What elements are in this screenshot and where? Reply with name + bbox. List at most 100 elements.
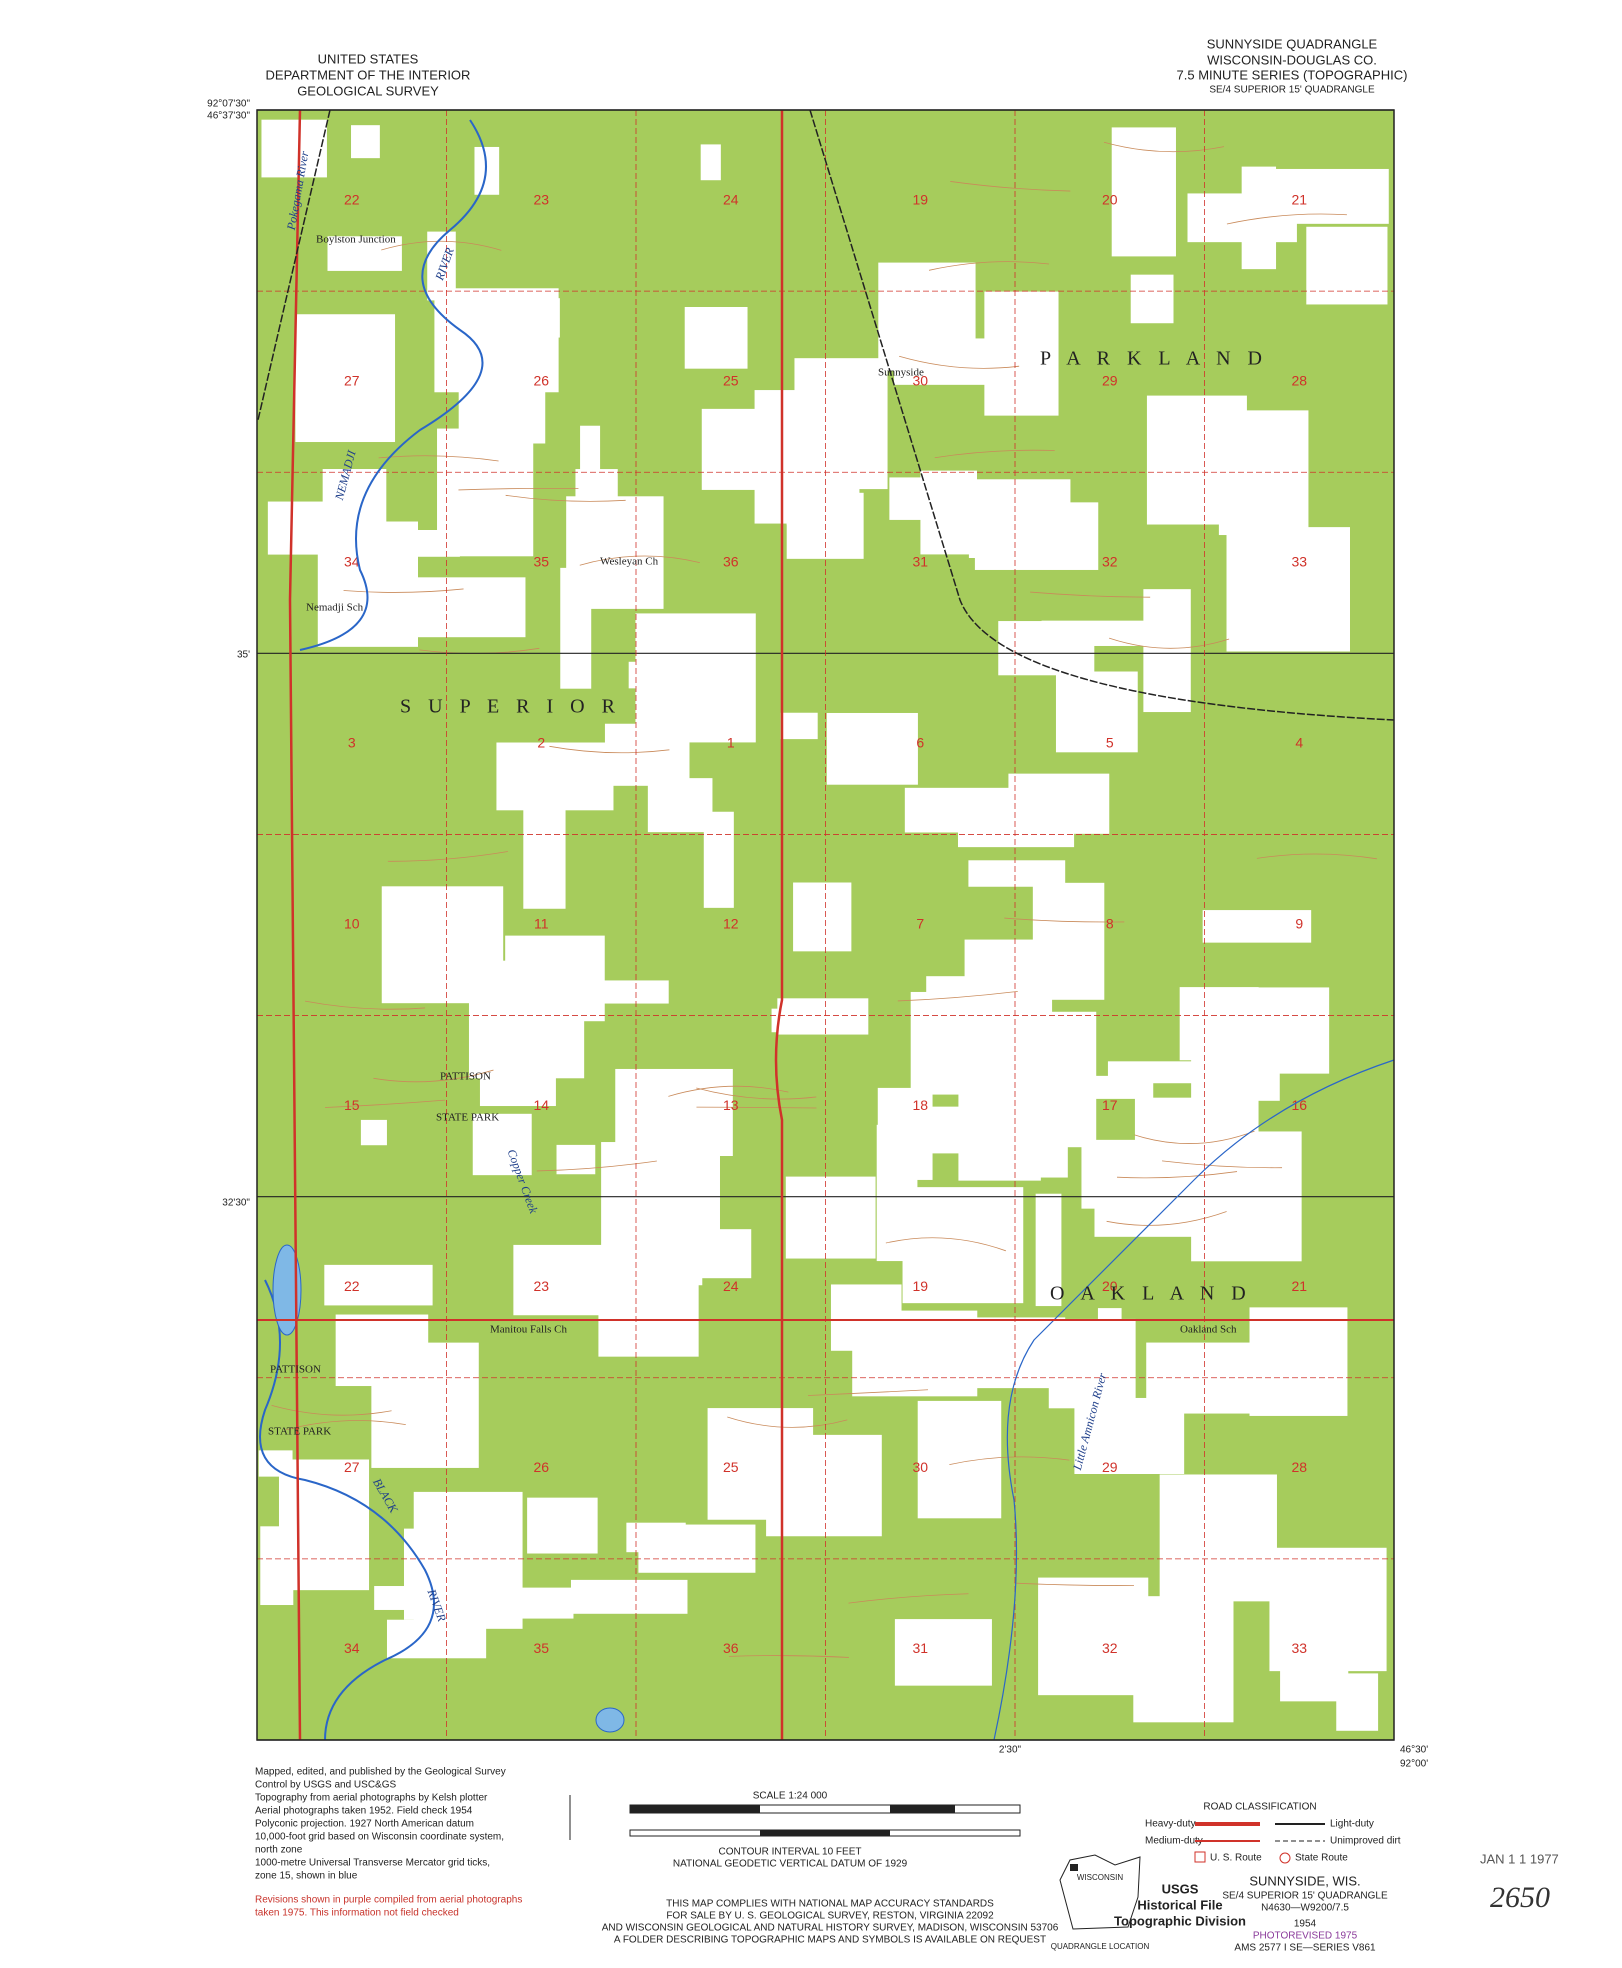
section-number: 30 [912, 1459, 928, 1475]
clearing [739, 426, 774, 471]
stamp-text: Topographic Division [1114, 1913, 1246, 1928]
contour [949, 1456, 1070, 1466]
contour [1109, 637, 1230, 649]
clearing [968, 860, 1066, 887]
scale-bar [630, 1805, 760, 1813]
clearing [626, 1522, 686, 1553]
section-number: 6 [916, 735, 924, 751]
clearing [278, 1459, 370, 1591]
clearing [1226, 527, 1350, 652]
contour [1134, 1130, 1255, 1144]
neatline [256, 109, 1395, 1741]
section-number: 19 [912, 1278, 928, 1294]
clearing [889, 477, 953, 520]
edge-label: 32'30" [222, 1198, 250, 1209]
clearing [894, 1619, 992, 1686]
section-number: 15 [344, 1097, 360, 1113]
section-number: 11 [534, 916, 549, 932]
clearing [1201, 1098, 1259, 1195]
clearing [599, 1249, 703, 1286]
section-number: 33 [1291, 1640, 1307, 1656]
sales-note: A FOLDER DESCRIBING TOPOGRAPHIC MAPS AND… [614, 1935, 1046, 1946]
legend-label: Medium-duty [1145, 1836, 1203, 1847]
clearing [261, 119, 327, 178]
section-number: 22 [344, 191, 360, 207]
section-number: 23 [533, 1278, 549, 1294]
legend-title: ROAD CLASSIFICATION [1203, 1802, 1316, 1813]
place-label: Oakland Sch [1180, 1324, 1237, 1336]
clearing [601, 1142, 720, 1261]
sales-note: FOR SALE BY U. S. GEOLOGICAL SURVEY, RES… [666, 1911, 994, 1922]
clearing [327, 236, 402, 271]
corner-label: 92°00' [1400, 1759, 1428, 1770]
section-number: 23 [533, 191, 549, 207]
section-number: 12 [723, 916, 739, 932]
section-number: 1 [727, 735, 735, 751]
clearing [700, 144, 721, 181]
section-number: 3 [348, 735, 356, 751]
section-number: 20 [1102, 191, 1118, 207]
township-label: S U P E R I O R [400, 696, 621, 718]
section-number: 7 [916, 916, 924, 932]
credit-line: zone 15, shown in blue [255, 1871, 358, 1882]
contour [1030, 591, 1151, 598]
credit-line: Mapped, edited, and published by the Geo… [255, 1767, 506, 1778]
clearing [472, 1113, 532, 1176]
section-number: 22 [344, 1278, 360, 1294]
clearing [991, 1011, 1097, 1148]
contour [1013, 1582, 1134, 1586]
clearing [1306, 226, 1388, 305]
clearing [1038, 1577, 1149, 1696]
clearing [1035, 1193, 1062, 1307]
river [299, 119, 487, 651]
section-number: 10 [344, 916, 360, 932]
section-number: 36 [723, 1640, 739, 1656]
contour [934, 449, 1055, 459]
section-number: 34 [344, 553, 360, 569]
lake [272, 1244, 302, 1336]
clearing [523, 807, 566, 909]
contour [305, 1000, 426, 1010]
header-text: DEPARTMENT OF THE INTERIOR [266, 67, 471, 82]
clearing [1055, 671, 1138, 753]
section-number: 35 [533, 1640, 549, 1656]
quad-locator [1070, 1864, 1078, 1871]
section-number: 33 [1291, 553, 1307, 569]
contour [1106, 1211, 1227, 1226]
contour [324, 1099, 446, 1108]
location-label: WISCONSIN [1077, 1873, 1123, 1882]
contour [1004, 917, 1125, 923]
contour [1256, 853, 1377, 860]
clearing [360, 1119, 387, 1146]
clearing [647, 778, 713, 833]
sheet-info: 1954 [1294, 1919, 1317, 1930]
township-label: P A R K L A N D [1040, 348, 1268, 370]
contour [343, 588, 464, 593]
clearing [968, 479, 1071, 559]
section-number: 13 [723, 1097, 739, 1113]
contour [373, 1069, 494, 1083]
clearing [684, 306, 748, 369]
contour [536, 1160, 657, 1172]
header-text: GEOLOGICAL SURVEY [297, 83, 439, 98]
clearing [998, 621, 1095, 676]
credit-line: Aerial photographs taken 1952. Field che… [255, 1806, 473, 1817]
place-label: STATE PARK [268, 1426, 331, 1438]
clearing [1074, 1397, 1185, 1474]
clearing [386, 1619, 487, 1659]
township-label: O A K L A N D [1050, 1283, 1252, 1305]
sheet-info: SE/4 SUPERIOR 15' QUADRANGLE [1222, 1891, 1388, 1902]
clearing [505, 935, 605, 1022]
scale-block: SCALE 1:24 000 [569, 1791, 1021, 1840]
clearing [295, 314, 396, 443]
clearing [1094, 1194, 1200, 1237]
contour [696, 1087, 817, 1100]
sales-note: THIS MAP COMPLIES WITH NATIONAL MAP ACCU… [666, 1899, 994, 1910]
place-label: Wesleyan Ch [600, 556, 659, 568]
section-number: 20 [1102, 1278, 1118, 1294]
clearing [560, 567, 592, 689]
legend-label: State Route [1295, 1853, 1348, 1864]
clearing [1262, 168, 1389, 224]
clearing [703, 811, 734, 908]
section-number: 35 [533, 553, 549, 569]
